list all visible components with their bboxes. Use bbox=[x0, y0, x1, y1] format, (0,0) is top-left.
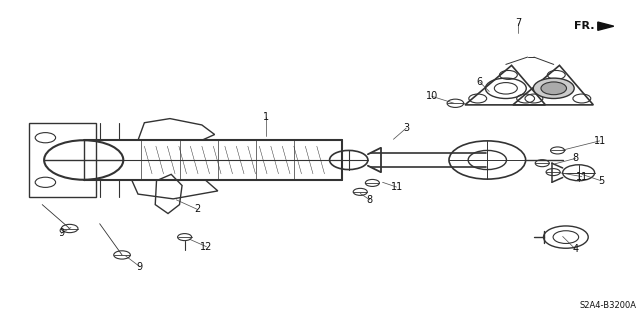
Text: 8: 8 bbox=[367, 195, 373, 205]
Text: 12: 12 bbox=[200, 242, 212, 252]
Text: 11: 11 bbox=[593, 136, 606, 146]
Polygon shape bbox=[598, 22, 614, 30]
Text: 5: 5 bbox=[598, 176, 604, 186]
Text: 7: 7 bbox=[515, 18, 521, 28]
Text: FR.: FR. bbox=[574, 21, 595, 31]
Text: 3: 3 bbox=[403, 123, 409, 133]
Text: S2A4-B3200A: S2A4-B3200A bbox=[579, 301, 636, 310]
Text: 2: 2 bbox=[195, 204, 200, 214]
Text: 9: 9 bbox=[137, 262, 143, 272]
Circle shape bbox=[541, 82, 566, 95]
Text: 4: 4 bbox=[572, 244, 579, 254]
Text: 9: 9 bbox=[58, 228, 65, 238]
Text: 8: 8 bbox=[572, 153, 579, 164]
Text: 1: 1 bbox=[262, 112, 269, 122]
Text: 11: 11 bbox=[576, 172, 588, 181]
Text: 6: 6 bbox=[477, 77, 483, 87]
Circle shape bbox=[533, 78, 574, 99]
Text: 11: 11 bbox=[390, 182, 403, 192]
Text: 10: 10 bbox=[426, 91, 438, 101]
